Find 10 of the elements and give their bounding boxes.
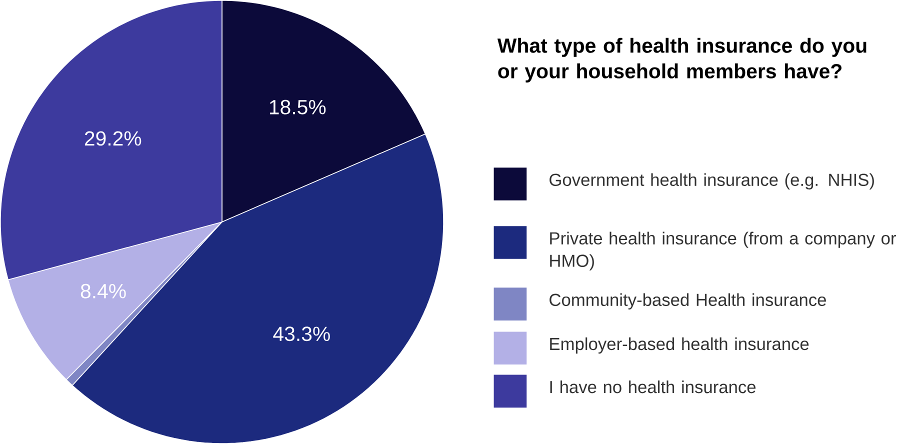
data-label: 8.4% — [80, 284, 126, 298]
legend-label: Government health insurance (e.g. NHIS) — [550, 173, 874, 190]
data-label: 18.5% — [270, 100, 326, 114]
legend-label: Employer-based health insurance — [550, 337, 809, 354]
text: What type of health insurance do you or your household members have? — [497, 38, 866, 82]
legend-label: Private health insurance (from a company or HMO) — [550, 232, 896, 270]
data-label: 43.3% — [273, 326, 330, 342]
legend-label: Community-based Health insurance — [550, 293, 826, 310]
data-label: 29.2% — [84, 131, 142, 146]
legend-label: I have no health insurance — [550, 380, 756, 394]
